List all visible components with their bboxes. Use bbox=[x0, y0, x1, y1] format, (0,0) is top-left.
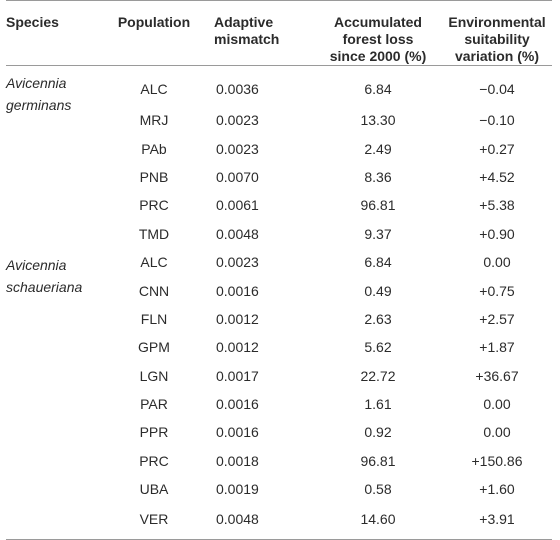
forest-loss-cell: 1.61 bbox=[364, 396, 392, 413]
population-cell: FLN bbox=[140, 310, 168, 327]
table-row: Avicennia schaueriana ALC 0.0023 6.84 0.0… bbox=[6, 248, 552, 295]
forest-loss-cell: 96.81 bbox=[360, 197, 396, 214]
population-cell: ALC bbox=[140, 254, 168, 271]
population-cell: PRC bbox=[139, 452, 169, 469]
header-species: Species bbox=[6, 14, 59, 30]
mismatch-cell: 0.0070 bbox=[216, 168, 259, 185]
forest-loss-cell: 5.62 bbox=[364, 339, 392, 356]
env-variation-cell: +5.38 bbox=[479, 197, 515, 214]
mismatch-cell: 0.0016 bbox=[216, 282, 259, 299]
population-cell: LGN bbox=[139, 367, 169, 384]
species-cell-germinans: Avicennia germinans bbox=[6, 75, 72, 113]
header-adaptive-mismatch: Adaptive mismatch bbox=[214, 14, 280, 47]
table-row: FLN 0.0012 2.63 +2.57 bbox=[6, 305, 552, 333]
forest-loss-cell: 0.92 bbox=[364, 424, 392, 441]
population-cell: PAb bbox=[141, 140, 167, 157]
env-variation-cell: +0.75 bbox=[479, 282, 515, 299]
forest-loss-cell: 96.81 bbox=[360, 452, 396, 469]
mismatch-cell: 0.0012 bbox=[216, 310, 259, 327]
mismatch-cell: 0.0023 bbox=[216, 254, 259, 271]
population-cell: GPM bbox=[138, 339, 170, 356]
mismatch-cell: 0.0019 bbox=[216, 481, 259, 498]
mismatch-cell: 0.0048 bbox=[216, 225, 259, 242]
header-environmental-suitability: Environmental suitability variation (%) bbox=[448, 14, 546, 64]
env-variation-cell: +4.52 bbox=[479, 168, 515, 185]
forest-loss-cell: 9.37 bbox=[364, 225, 392, 242]
table-row: PPR 0.0016 0.92 0.00 bbox=[6, 418, 552, 446]
env-variation-cell: 0.00 bbox=[483, 424, 511, 441]
mismatch-cell: 0.0016 bbox=[216, 424, 259, 441]
env-variation-cell: +36.67 bbox=[475, 367, 519, 384]
env-variation-cell: −0.10 bbox=[479, 112, 515, 129]
mismatch-cell: 0.0016 bbox=[216, 396, 259, 413]
env-variation-cell: +3.91 bbox=[479, 511, 515, 528]
population-cell: PRC bbox=[139, 197, 169, 214]
mismatch-cell: 0.0048 bbox=[216, 511, 259, 528]
forest-loss-cell: 6.84 bbox=[364, 81, 392, 97]
env-variation-cell: +150.86 bbox=[471, 452, 523, 469]
forest-loss-cell: 2.49 bbox=[364, 140, 392, 157]
mismatch-cell: 0.0012 bbox=[216, 339, 259, 356]
header-population: Population bbox=[117, 14, 191, 30]
adaptive-mismatch-table: Species Population Adaptive mismatch Accu… bbox=[6, 0, 552, 540]
header-forest-loss: Accumulated forest loss since 2000 (%) bbox=[329, 14, 427, 64]
forest-loss-cell: 22.72 bbox=[360, 367, 396, 384]
table-row: PAb 0.0023 2.49 +0.27 bbox=[6, 134, 552, 162]
population-cell: CNN bbox=[138, 282, 170, 299]
forest-loss-cell: 6.84 bbox=[364, 254, 392, 271]
env-variation-cell: +1.87 bbox=[479, 339, 515, 356]
env-variation-cell: 0.00 bbox=[483, 254, 511, 271]
table-row: Avicennia germinans ALC 0.0036 6.84 −0.04 bbox=[6, 66, 552, 113]
table-row: TMD 0.0048 9.37 +0.90 bbox=[6, 220, 552, 248]
population-cell: PPR bbox=[139, 424, 169, 441]
table-row: PRC 0.0061 96.81 +5.38 bbox=[6, 191, 552, 219]
population-cell: VER bbox=[139, 511, 169, 528]
mismatch-cell: 0.0023 bbox=[216, 112, 259, 129]
forest-loss-cell: 2.63 bbox=[364, 310, 392, 327]
table-row: LGN 0.0017 22.72 +36.67 bbox=[6, 362, 552, 390]
env-variation-cell: 0.00 bbox=[483, 396, 511, 413]
population-cell: PAR bbox=[140, 396, 168, 413]
env-variation-cell: +0.27 bbox=[479, 140, 515, 157]
mismatch-cell: 0.0018 bbox=[216, 452, 259, 469]
mismatch-cell: 0.0017 bbox=[216, 367, 259, 384]
table-row: PNB 0.0070 8.36 +4.52 bbox=[6, 163, 552, 191]
table-row: UBA 0.0019 0.58 +1.60 bbox=[6, 475, 552, 503]
mismatch-cell: 0.0036 bbox=[216, 81, 259, 97]
forest-loss-cell: 8.36 bbox=[364, 168, 392, 185]
forest-loss-cell: 13.30 bbox=[360, 112, 396, 129]
mismatch-cell: 0.0023 bbox=[216, 140, 259, 157]
mismatch-cell: 0.0061 bbox=[216, 197, 259, 214]
population-cell: ALC bbox=[140, 81, 168, 97]
table-row: MRJ 0.0023 13.30 −0.10 bbox=[6, 106, 552, 134]
forest-loss-cell: 0.49 bbox=[364, 282, 392, 299]
forest-loss-cell: 0.58 bbox=[364, 481, 392, 498]
table-row: PRC 0.0018 96.81 +150.86 bbox=[6, 447, 552, 475]
forest-loss-cell: 14.60 bbox=[360, 511, 396, 528]
population-cell: MRJ bbox=[139, 112, 169, 129]
table-row: CNN 0.0016 0.49 +0.75 bbox=[6, 276, 552, 304]
env-variation-cell: +1.60 bbox=[479, 481, 515, 498]
table-row: PAR 0.0016 1.61 0.00 bbox=[6, 390, 552, 418]
population-cell: UBA bbox=[139, 481, 169, 498]
species-cell-schaueriana: Avicennia schaueriana bbox=[6, 256, 83, 295]
population-cell: TMD bbox=[138, 225, 170, 242]
population-cell: PNB bbox=[139, 168, 169, 185]
header-row: Species Population Adaptive mismatch Accu… bbox=[6, 0, 552, 66]
table-row: GPM 0.0012 5.62 +1.87 bbox=[6, 333, 552, 361]
env-variation-cell: −0.04 bbox=[479, 81, 515, 97]
env-variation-cell: +2.57 bbox=[479, 310, 515, 327]
env-variation-cell: +0.90 bbox=[479, 225, 515, 242]
